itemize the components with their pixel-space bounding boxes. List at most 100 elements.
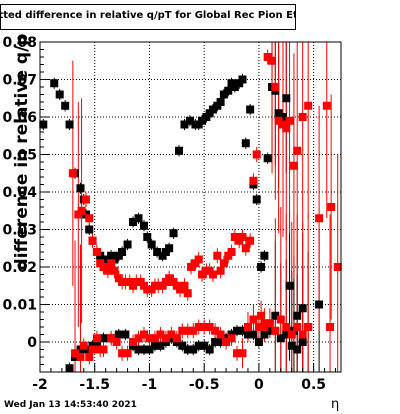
data-point-red	[213, 251, 222, 260]
data-point-black	[276, 334, 285, 343]
data-point-black	[257, 263, 266, 271]
chart-title: itted difference in relative q/pT for Gl…	[0, 10, 296, 21]
data-point-black	[285, 281, 294, 290]
data-point-red	[107, 259, 116, 268]
data-point-black	[169, 229, 178, 238]
x-tick-label: -1	[142, 377, 158, 393]
data-point-red	[134, 334, 143, 343]
data-point-black	[85, 225, 94, 234]
y-tick-label: 0	[27, 335, 37, 351]
data-point-red	[274, 116, 283, 125]
data-point-red	[197, 270, 206, 279]
data-point-red	[326, 323, 335, 331]
data-point-red	[110, 266, 119, 275]
data-point-red	[99, 345, 108, 354]
y-tick-label: 0.02	[2, 260, 37, 276]
y-tick-label: 0.01	[2, 298, 37, 314]
data-point-red	[88, 345, 97, 354]
y-tick-label: 0.08	[2, 35, 37, 51]
data-point-red	[189, 326, 198, 335]
data-point-red	[260, 323, 269, 331]
data-point-red	[132, 278, 141, 286]
data-point-black	[260, 330, 269, 339]
data-point-red	[161, 334, 170, 343]
data-point-black	[50, 79, 59, 88]
data-point-black	[238, 75, 247, 84]
data-point-black	[180, 120, 189, 129]
data-point-black	[65, 120, 74, 129]
data-point-black	[278, 113, 287, 121]
data-point-black	[55, 90, 64, 99]
data-point-red	[230, 233, 239, 241]
timestamp: Wed Jan 13 14:53:40 2021	[4, 400, 137, 410]
y-tick-label: 0.03	[2, 223, 37, 239]
data-point-black	[282, 330, 291, 339]
data-point-red	[92, 334, 101, 343]
data-point-black	[139, 345, 148, 354]
data-point-red	[257, 311, 266, 320]
y-tick-label: 0.06	[2, 110, 37, 126]
data-point-black	[118, 248, 127, 256]
data-point-black	[274, 109, 283, 118]
data-point-black	[230, 83, 239, 91]
data-point-red	[211, 326, 220, 335]
data-point-black	[252, 195, 261, 204]
data-point-red	[194, 255, 203, 264]
data-point-black	[61, 101, 70, 110]
x-tick-label: -0.5	[189, 377, 220, 393]
data-point-red	[178, 326, 187, 335]
data-point-red	[129, 338, 138, 346]
data-point-black	[185, 116, 194, 125]
data-point-red	[139, 330, 148, 339]
data-point-black	[114, 330, 123, 339]
data-point-red	[79, 341, 88, 350]
data-point-red	[241, 244, 250, 253]
data-point-red	[107, 334, 116, 343]
data-point-red	[249, 315, 258, 324]
data-point-red	[333, 263, 342, 271]
data-point-red	[322, 101, 331, 110]
data-point-red	[252, 150, 261, 159]
data-point-red	[265, 319, 274, 328]
data-point-black	[156, 341, 165, 350]
data-point-black	[178, 341, 187, 350]
data-point-red	[249, 176, 258, 185]
data-point-red	[99, 263, 108, 271]
error-bar-layer	[42, 42, 339, 372]
data-point-red	[216, 330, 225, 339]
data-point-black	[293, 311, 302, 320]
data-point-red	[208, 270, 217, 279]
x-tick-label: -2	[32, 377, 48, 393]
data-point-red	[293, 323, 302, 331]
data-point-black	[143, 233, 152, 241]
data-point-red	[85, 353, 94, 361]
data-point-black	[238, 326, 247, 335]
data-point-black	[194, 341, 203, 350]
data-point-red	[150, 334, 159, 343]
data-point-red	[154, 281, 163, 290]
data-point-red	[304, 101, 313, 110]
data-point-black	[150, 341, 159, 350]
data-point-red	[71, 349, 80, 358]
data-point-red	[327, 203, 336, 211]
data-point-red	[315, 214, 324, 223]
data-point-red	[246, 236, 255, 245]
data-point-black	[211, 338, 220, 346]
data-point-red	[123, 349, 132, 358]
data-point-black	[224, 86, 233, 95]
data-point-red	[172, 334, 181, 343]
data-point-red	[118, 349, 127, 358]
chart-title-box: itted difference in relative q/pT for Gl…	[0, 4, 296, 30]
data-point-red	[183, 326, 192, 335]
data-point-black	[134, 345, 143, 354]
data-point-black	[287, 341, 296, 350]
data-point-red	[222, 338, 231, 346]
data-point-red	[287, 330, 296, 339]
data-point-black	[99, 334, 108, 343]
data-point-red	[88, 236, 97, 245]
data-point-black	[175, 146, 184, 155]
data-point-red	[68, 169, 77, 178]
data-point-red	[81, 195, 90, 204]
data-point-black	[197, 116, 206, 125]
